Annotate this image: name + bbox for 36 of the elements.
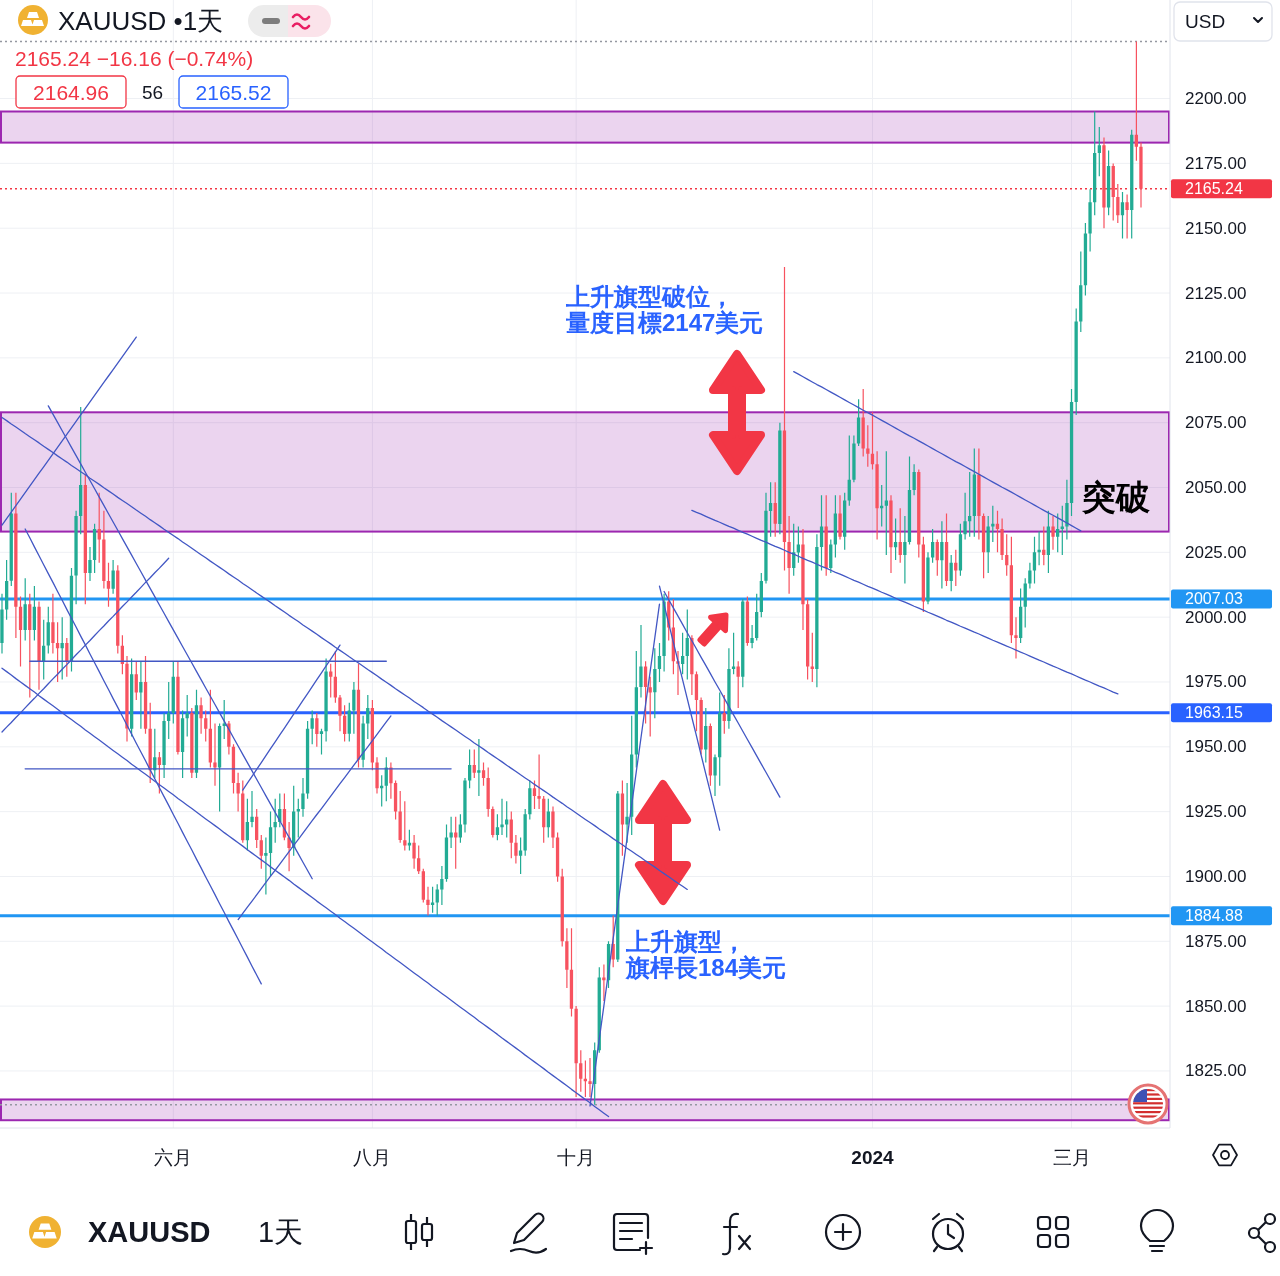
y-tick-label: 2025.00 bbox=[1185, 542, 1247, 562]
x-tick-label: 六月 bbox=[154, 1146, 193, 1168]
y-tick-label: 2175.00 bbox=[1185, 153, 1247, 173]
y-tick-label: 1875.00 bbox=[1185, 931, 1247, 951]
annotation: 56 bbox=[142, 81, 164, 103]
annotation: 突破 bbox=[1081, 478, 1150, 516]
annotation: 上升旗型，旗桿長184美元 bbox=[625, 927, 787, 981]
x-tick-label: 八月 bbox=[353, 1146, 392, 1168]
text: 2165.24 −16.16 (−0.74%) bbox=[15, 46, 254, 70]
y-tick-label: 2200.00 bbox=[1185, 89, 1247, 109]
y-tick-label: 1825.00 bbox=[1185, 1061, 1247, 1081]
annotation: 2164.96 bbox=[33, 80, 109, 104]
ref-line-label: 2165.24 bbox=[1185, 180, 1243, 198]
text: 1天 bbox=[258, 1216, 304, 1248]
annotation: 上升旗型破位，量度目標2147美元 bbox=[565, 282, 764, 336]
y-tick-label: 1975.00 bbox=[1185, 672, 1247, 692]
y-axis-title: USD bbox=[1185, 10, 1226, 32]
y-tick-label: 2100.00 bbox=[1185, 348, 1247, 368]
y-tick-label: 1900.00 bbox=[1185, 866, 1247, 886]
annotation: 2165.52 bbox=[195, 80, 272, 104]
y-tick-label: 2125.00 bbox=[1185, 283, 1247, 303]
y-tick-label: 1925.00 bbox=[1185, 802, 1247, 822]
y-tick-label: 1950.00 bbox=[1185, 737, 1247, 757]
x-tick-label: 三月 bbox=[1052, 1146, 1091, 1168]
y-tick-label: 2000.00 bbox=[1185, 607, 1247, 627]
y-tick-label: 2150.00 bbox=[1185, 218, 1247, 238]
ref-line-label: 2007.03 bbox=[1185, 590, 1243, 608]
text: XAUUSD bbox=[88, 1216, 211, 1248]
ref-line-label: 1884.88 bbox=[1185, 907, 1243, 925]
x-tick-label: 十月 bbox=[557, 1146, 596, 1168]
x-tick-label: 2024 bbox=[851, 1146, 895, 1168]
y-tick-label: 2050.00 bbox=[1185, 478, 1247, 497]
chart-title: XAUUSD •1天 bbox=[58, 6, 224, 36]
y-tick-label: 2075.00 bbox=[1185, 413, 1247, 433]
ref-line-label: 1963.15 bbox=[1185, 704, 1243, 722]
y-tick-label: 1850.00 bbox=[1185, 996, 1247, 1016]
